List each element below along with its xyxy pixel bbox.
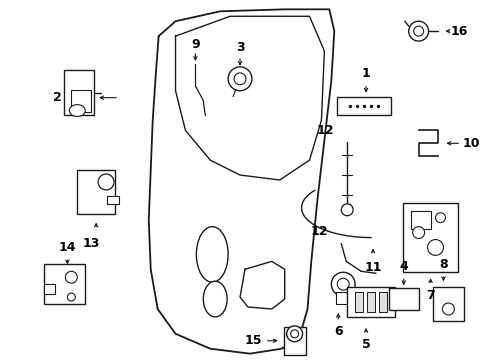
- Bar: [77, 170, 115, 214]
- Ellipse shape: [337, 278, 348, 290]
- Ellipse shape: [286, 326, 302, 342]
- Ellipse shape: [203, 281, 226, 317]
- Text: 7: 7: [426, 289, 434, 302]
- Ellipse shape: [196, 227, 228, 282]
- Bar: [354, 292, 362, 312]
- Ellipse shape: [435, 213, 445, 223]
- Ellipse shape: [234, 73, 245, 85]
- Ellipse shape: [412, 227, 424, 239]
- Ellipse shape: [98, 174, 114, 190]
- Ellipse shape: [341, 204, 352, 216]
- Text: 8: 8: [438, 258, 447, 271]
- Text: 14: 14: [59, 241, 76, 254]
- Bar: [388, 288, 418, 310]
- Bar: [71, 90, 91, 112]
- Text: 16: 16: [450, 24, 467, 38]
- Bar: [335, 292, 350, 304]
- Ellipse shape: [69, 105, 85, 117]
- Bar: [64, 70, 94, 115]
- Bar: [366, 292, 374, 312]
- Bar: [378, 292, 386, 312]
- Ellipse shape: [228, 67, 251, 91]
- Bar: [283, 327, 305, 355]
- Ellipse shape: [290, 330, 298, 338]
- Bar: [107, 196, 119, 204]
- Text: 10: 10: [462, 137, 479, 150]
- Text: 12: 12: [316, 124, 333, 137]
- Ellipse shape: [331, 272, 354, 296]
- Bar: [432, 287, 463, 321]
- Bar: [403, 203, 457, 272]
- Text: 2: 2: [53, 91, 61, 104]
- Bar: [43, 264, 85, 304]
- Text: 6: 6: [333, 325, 342, 338]
- Text: 9: 9: [191, 37, 199, 50]
- Text: 13: 13: [82, 237, 100, 250]
- Bar: [43, 284, 55, 294]
- Bar: [336, 96, 390, 114]
- Ellipse shape: [67, 293, 75, 301]
- Ellipse shape: [408, 21, 427, 41]
- Text: 3: 3: [235, 41, 244, 54]
- Ellipse shape: [427, 239, 443, 255]
- Text: 12: 12: [310, 225, 327, 238]
- Text: 5: 5: [361, 338, 370, 351]
- Text: 11: 11: [364, 261, 381, 274]
- Bar: [346, 287, 394, 317]
- Text: 4: 4: [399, 260, 407, 273]
- Ellipse shape: [65, 271, 77, 283]
- Text: 15: 15: [244, 334, 261, 347]
- Bar: [410, 211, 429, 229]
- Ellipse shape: [413, 26, 423, 36]
- Ellipse shape: [442, 303, 453, 315]
- Text: 1: 1: [361, 67, 370, 80]
